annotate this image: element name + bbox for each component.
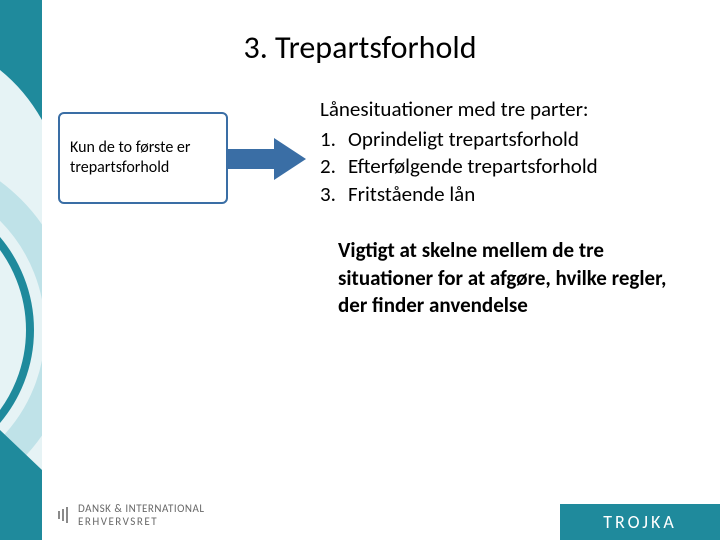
list-num: 3.: [320, 181, 348, 209]
list-num: 1.: [320, 126, 348, 154]
list-item: 1. Oprindeligt trepartsforhold: [320, 126, 690, 154]
content-list: 1. Oprindeligt trepartsforhold 2. Efterf…: [320, 126, 690, 209]
decoration-svg: [0, 0, 42, 540]
footer-brand-badge: TROJKA: [560, 504, 720, 540]
list-text: Efterfølgende trepartsforhold: [348, 153, 598, 181]
content-heading: Lånesituationer med tre parter:: [320, 96, 690, 124]
callout-arrow-icon: [228, 138, 306, 180]
callout-box: Kun de to første er trepartsforhold: [58, 112, 228, 204]
slide: 3. Trepartsforhold Kun de to første er t…: [0, 0, 720, 540]
footer-left-logo: DANSK & INTERNATIONAL ERHVERVSRET: [58, 502, 205, 528]
slide-title: 3. Trepartsforhold: [0, 28, 720, 67]
footer-left-text: DANSK & INTERNATIONAL ERHVERVSRET: [78, 502, 205, 528]
logo-bars-icon: [58, 507, 68, 523]
footer-line1: DANSK & INTERNATIONAL: [78, 502, 205, 515]
content-note: Vigtigt at skelne mellem de tre situatio…: [320, 237, 690, 320]
left-decoration: [0, 0, 42, 540]
content-block: Lånesituationer med tre parter: 1. Oprin…: [320, 96, 690, 320]
footer-line2: ERHVERVSRET: [78, 515, 205, 528]
list-text: Oprindeligt trepartsforhold: [348, 126, 579, 154]
callout-text: Kun de to første er trepartsforhold: [70, 138, 216, 178]
footer: DANSK & INTERNATIONAL ERHVERVSRET TROJKA: [0, 496, 720, 540]
footer-brand-text: TROJKA: [603, 511, 677, 533]
list-num: 2.: [320, 153, 348, 181]
list-text: Fritstående lån: [348, 181, 475, 209]
list-item: 3. Fritstående lån: [320, 181, 690, 209]
list-item: 2. Efterfølgende trepartsforhold: [320, 153, 690, 181]
